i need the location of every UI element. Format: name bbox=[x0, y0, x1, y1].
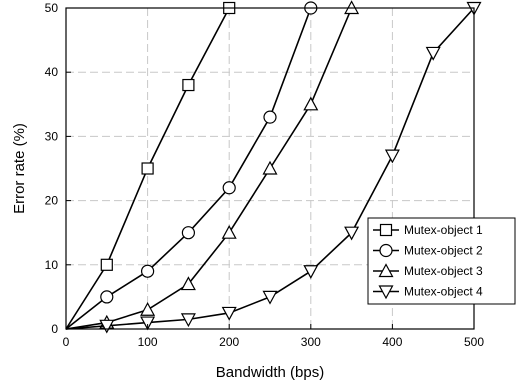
plot-frame bbox=[65, 7, 475, 330]
series-2-point bbox=[141, 264, 155, 278]
x-tick-label: 200 bbox=[219, 335, 239, 349]
y-tick-label: 30 bbox=[45, 129, 59, 143]
series-3-line bbox=[65, 7, 353, 330]
series-1-point bbox=[100, 258, 113, 271]
y-tick-label: 20 bbox=[45, 194, 59, 208]
x-axis: 0 100 200 300 400 500 bbox=[63, 324, 484, 349]
series-1-point bbox=[182, 78, 195, 92]
series-3-point bbox=[180, 276, 196, 291]
legend-label: Mutex-object 2 bbox=[404, 244, 483, 258]
legend-marker bbox=[379, 243, 393, 258]
series-3-point bbox=[262, 160, 278, 175]
legend-label: Mutex-object 3 bbox=[404, 264, 483, 278]
series-4-point bbox=[303, 265, 319, 279]
x-tick-label: 400 bbox=[382, 335, 402, 349]
legend-marker bbox=[378, 285, 394, 300]
series-1 bbox=[65, 1, 236, 330]
series-4-point bbox=[262, 290, 278, 305]
legend: Mutex-object 1 Mutex-object 2 Mutex-object… bbox=[367, 217, 516, 305]
x-axis-label: Bandwidth (bps) bbox=[216, 364, 324, 381]
series-4-point bbox=[425, 46, 441, 61]
series-4 bbox=[65, 1, 482, 334]
y-axis-label: Error rate (%) bbox=[11, 123, 28, 214]
legend-item: Mutex-object 3 bbox=[373, 263, 483, 278]
legend-marker bbox=[379, 223, 393, 237]
legend-marker bbox=[378, 263, 394, 278]
series-1-point bbox=[141, 162, 154, 175]
x-tick-label: 100 bbox=[138, 335, 158, 349]
legend-item: Mutex-object 1 bbox=[373, 223, 483, 237]
series-3-point bbox=[221, 224, 237, 239]
series-layer bbox=[65, 0, 482, 334]
x-tick-label: 500 bbox=[464, 335, 484, 349]
y-tick-label: 0 bbox=[51, 322, 58, 336]
legend-label: Mutex-object 1 bbox=[404, 223, 483, 237]
series-4-point bbox=[180, 313, 196, 328]
series-4-point bbox=[384, 149, 400, 164]
y-tick-label: 40 bbox=[45, 65, 59, 79]
legend-box bbox=[367, 217, 516, 305]
x-tick-label: 0 bbox=[63, 335, 70, 349]
x-tick-label: 300 bbox=[301, 335, 321, 349]
legend-item: Mutex-object 4 bbox=[373, 285, 483, 300]
legend-label: Mutex-object 4 bbox=[404, 285, 483, 299]
series-2-point bbox=[222, 181, 236, 195]
legend-item: Mutex-object 2 bbox=[373, 244, 483, 258]
y-tick-label: 10 bbox=[45, 258, 59, 272]
series-2-point bbox=[263, 110, 277, 124]
series-3-point bbox=[303, 96, 319, 111]
y-tick-label: 50 bbox=[45, 1, 59, 15]
series-3-point bbox=[140, 301, 156, 316]
series-4-point bbox=[140, 316, 156, 331]
series-2 bbox=[65, 1, 318, 330]
series-2-point bbox=[181, 226, 195, 240]
series-4-point bbox=[99, 319, 115, 334]
series-3 bbox=[65, 0, 360, 330]
y-axis: 0 10 20 30 40 50 bbox=[45, 1, 71, 336]
series-4-point bbox=[344, 226, 360, 241]
series-2-point bbox=[100, 290, 114, 304]
series-4-point bbox=[221, 306, 237, 321]
